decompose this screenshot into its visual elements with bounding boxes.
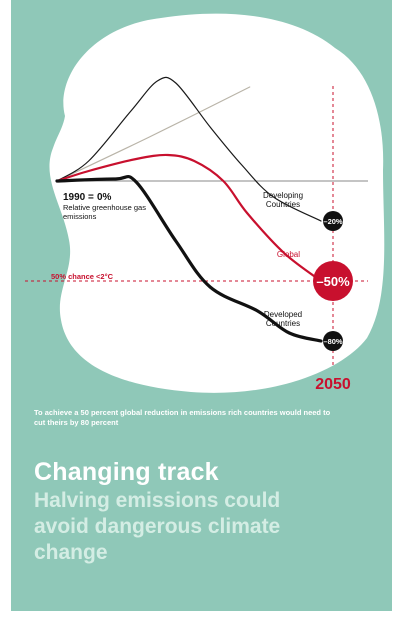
end-marker-developed-countries xyxy=(323,331,343,351)
series-line-global xyxy=(55,153,323,283)
baseline-caption: Relative greenhouse gas xyxy=(63,203,146,212)
subtitle: Halving emissions could avoid dangerous … xyxy=(34,488,374,566)
series-line-developed-countries xyxy=(55,174,323,343)
poster: –20% –50% –80% Developing Countries Global De… xyxy=(11,0,392,611)
series-label: Developed xyxy=(264,310,302,319)
emissions-chart: –20%–50%–80% DevelopingCountriesGlobalDe… xyxy=(25,13,385,393)
series-label-current-trends: Current global trends xyxy=(225,36,295,45)
subtitle-line: change xyxy=(34,541,108,564)
end-marker-developing-countries xyxy=(323,211,343,231)
series-label: Developing xyxy=(263,191,303,200)
end-value-label: –50% xyxy=(316,274,350,289)
page-title: Changing track xyxy=(34,458,219,486)
series-label: Countries xyxy=(266,200,300,209)
end-marker-global xyxy=(313,261,353,301)
baseline-caption: emissions xyxy=(63,212,97,221)
baseline-equals: = xyxy=(88,192,94,203)
threshold-label: 50% chance <2°C xyxy=(51,272,114,281)
labels-layer: DevelopingCountriesGlobalDevelopedCountr… xyxy=(51,36,351,393)
series-label-global: Global xyxy=(277,250,300,259)
subtitle-line: avoid dangerous climate xyxy=(34,515,281,538)
series-line-current-global-trends xyxy=(56,86,251,182)
target-year-label: 2050 xyxy=(315,376,351,393)
subtitle-line: Halving emissions could xyxy=(34,489,281,512)
baseline-value: 0% xyxy=(97,192,112,203)
series-layer: –20% –50% –80% xyxy=(55,76,353,351)
series-label: Countries xyxy=(266,319,300,328)
end-value-label: –80% xyxy=(323,337,343,346)
series-line-developing-countries xyxy=(56,76,322,222)
end-value-label: –20% xyxy=(323,217,343,226)
baseline-year: 1990 xyxy=(63,192,86,203)
caption-text: To achieve a 50 percent global reduction… xyxy=(34,408,331,427)
